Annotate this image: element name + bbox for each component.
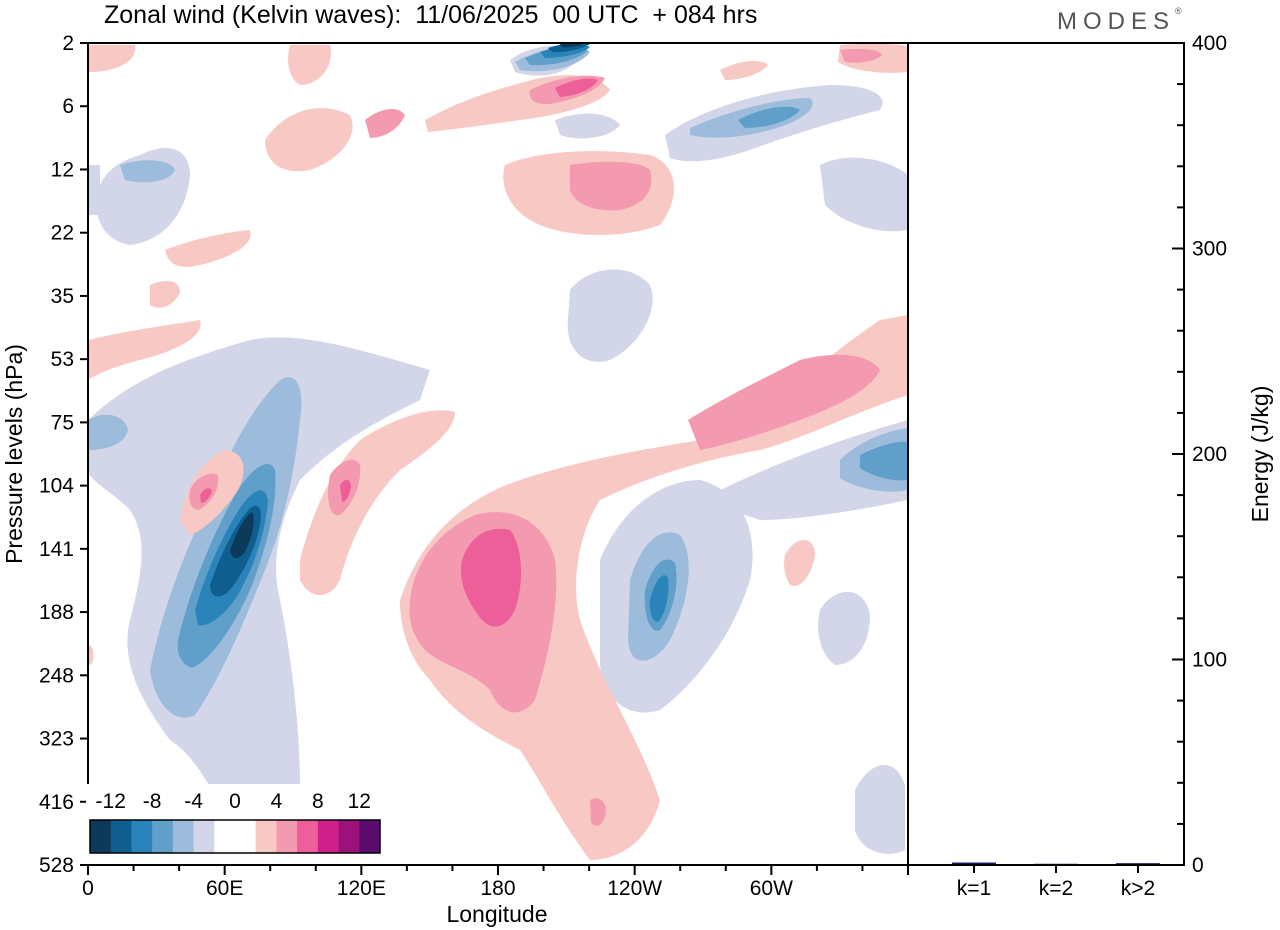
- colorbar-swatch: [235, 820, 257, 853]
- pressure-tick-label: 75: [51, 411, 74, 434]
- pressure-tick-label: 35: [51, 285, 74, 308]
- pressure-tick-label: 2: [62, 32, 74, 55]
- colorbar-swatch: [297, 820, 319, 853]
- colorbar-swatch: [276, 820, 298, 853]
- colorbar-label: 0: [229, 790, 241, 813]
- colorbar-label: -12: [96, 790, 126, 813]
- contour-pos-3: [200, 78, 598, 627]
- longitude-tick-label: 60E: [206, 877, 243, 900]
- colorbar-swatch: [90, 820, 112, 853]
- colorbar-swatch: [131, 820, 153, 853]
- pressure-tick-label: 6: [62, 95, 74, 118]
- pressure-tick-label: 141: [39, 538, 74, 561]
- pressure-axis: 2 6 12 22 35 53 75 104 141 188 248 323 416 528: [39, 32, 88, 877]
- colorbar-swatch: [214, 820, 236, 853]
- energy-tick-label: 200: [1192, 443, 1227, 466]
- pressure-tick-label: 248: [39, 664, 74, 687]
- colorbar-label: 4: [271, 790, 283, 813]
- colorbar-swatch: [110, 820, 132, 853]
- energy-axis: 0 100 200 300 400: [1172, 32, 1227, 877]
- pressure-tick-label: 104: [39, 475, 74, 498]
- energy-bar: [952, 862, 996, 865]
- pressure-tick-label: 12: [51, 158, 74, 181]
- brand-logo: MODES®: [1057, 6, 1182, 36]
- longitude-tick-label: 180: [480, 877, 515, 900]
- colorbar-label: 12: [348, 790, 371, 813]
- pressure-tick-label: 22: [51, 222, 74, 245]
- energy-axis-title: Energy (J/kg): [1247, 386, 1273, 523]
- contour-neg-6: [230, 43, 586, 559]
- wavenumber-tick-label: k>2: [1121, 877, 1155, 900]
- colorbar-swatch: [152, 820, 174, 853]
- pressure-tick-label: 323: [39, 728, 74, 751]
- energy-tick-label: 100: [1192, 649, 1227, 672]
- energy-plot-frame: [907, 42, 1185, 866]
- colorbar-swatch: [359, 820, 381, 853]
- energy-tick-label: 0: [1192, 854, 1204, 877]
- energy-tick-label: 400: [1192, 32, 1227, 55]
- wavenumber-tick-label: k=1: [957, 877, 991, 900]
- y-axis-title: Pressure levels (hPa): [1, 344, 27, 564]
- pressure-tick-label: 528: [39, 854, 74, 877]
- colorbar-swatch: [172, 820, 195, 853]
- brand-text: MODES: [1057, 8, 1176, 35]
- longitude-axis: 0 60E 120E 180 120W 60W: [82, 865, 909, 900]
- colorbar-swatch: [317, 820, 340, 853]
- pressure-tick-label: 53: [51, 348, 74, 371]
- colorbar-swatch: [338, 820, 360, 853]
- longitude-tick-label: 0: [82, 877, 94, 900]
- colorbar-swatch: [193, 820, 215, 853]
- longitude-tick-label: 120W: [607, 877, 662, 900]
- contour-field: [88, 43, 908, 860]
- longitude-tick-label: 60W: [750, 877, 793, 900]
- colorbar-label: -8: [143, 790, 162, 813]
- chart-title: Zonal wind (Kelvin waves): 11/06/2025 00…: [104, 1, 758, 29]
- pressure-tick-label: 416: [39, 791, 74, 814]
- pressure-tick-label: 188: [39, 601, 74, 624]
- colorbar-frame: [89, 819, 381, 854]
- energy-tick-label: 300: [1192, 238, 1227, 261]
- brand-mark: ®: [1175, 6, 1182, 16]
- wavenumber-tick-label: k=2: [1039, 877, 1073, 900]
- wavenumber-axis: k=1 k=2 k>2: [957, 865, 1155, 900]
- longitude-tick-label: 120E: [337, 877, 386, 900]
- colorbar-label: 8: [312, 790, 324, 813]
- colorbar-legend: -12 -8 -4 0 4 8 12: [86, 784, 384, 864]
- x-axis-title: Longitude: [446, 901, 547, 927]
- colorbar-swatch: [255, 820, 277, 853]
- colorbar-label: -4: [184, 790, 203, 813]
